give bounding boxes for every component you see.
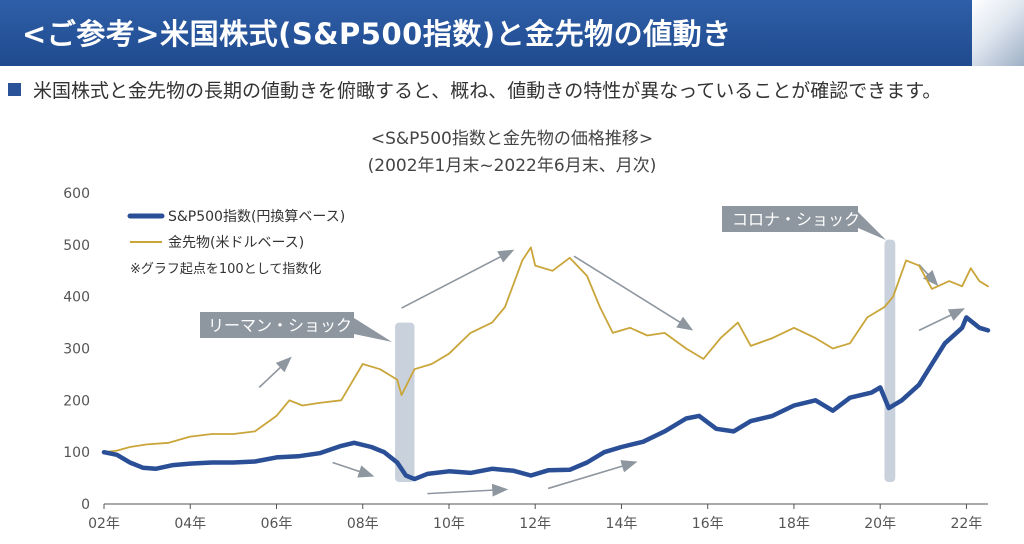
y-tick-label: 0 xyxy=(81,497,90,513)
annotation-arrow xyxy=(547,460,638,490)
legend-label-gold: 金先物(米ドルベース) xyxy=(168,235,304,251)
x-tick-label: 02年 xyxy=(88,516,120,532)
x-tick-label: 20年 xyxy=(864,516,896,532)
x-tick-label: 10年 xyxy=(433,516,465,532)
shaded-period-0 xyxy=(395,322,415,482)
x-tick-label: 06年 xyxy=(261,516,293,532)
header-bar: <ご参考>米国株式(S&P500指数)と金先物の値動き xyxy=(0,0,1024,66)
chart-title: <S&P500指数と金先物の価格推移> xyxy=(370,129,654,149)
callout-lehman: リーマン・ショック xyxy=(200,312,392,342)
annotation-arrow xyxy=(427,483,509,497)
x-tick-label: 22年 xyxy=(951,516,983,532)
x-tick-label: 18年 xyxy=(778,516,810,532)
page-title: <ご参考>米国株式(S&P500指数)と金先物の値動き xyxy=(22,17,732,51)
lead-text: 米国株式と金先物の長期の値動きを俯瞰すると、概ね、値動きの特性が異なっていること… xyxy=(33,80,942,102)
x-tick-label: 08年 xyxy=(347,516,379,532)
annotation-arrow xyxy=(918,263,939,287)
x-tick-label: 16年 xyxy=(692,516,724,532)
x-tick-label: 04年 xyxy=(174,516,206,532)
legend-label-sp500: S&P500指数(円換算ベース) xyxy=(168,209,345,225)
callout-lehman-label: リーマン・ショック xyxy=(208,316,352,335)
annotation-arrow xyxy=(918,308,966,332)
x-tick-label: 14年 xyxy=(606,516,638,532)
y-tick-label: 300 xyxy=(63,342,90,358)
bullet-square xyxy=(8,83,21,96)
y-tick-label: 400 xyxy=(63,290,90,306)
legend-note: ※グラフ起点を100として指数化 xyxy=(130,262,321,277)
y-tick-label: 200 xyxy=(63,393,90,409)
annotation-arrow xyxy=(258,356,292,388)
series-line-sp500 xyxy=(101,315,991,482)
legend: S&P500指数(円換算ベース) 金先物(米ドルベース) ※グラフ起点を100と… xyxy=(127,209,345,277)
series-line-gold xyxy=(103,246,989,454)
x-tick-label: 12年 xyxy=(519,516,551,532)
callout-covid-label: コロナ・ショック xyxy=(732,210,860,229)
chart-subtitle: (2002年1月末~2022年6月末、月次) xyxy=(367,156,657,176)
y-tick-label: 100 xyxy=(63,445,90,461)
annotation-arrow xyxy=(332,461,375,478)
shaded-period-1 xyxy=(884,239,896,482)
y-tick-label: 600 xyxy=(63,186,90,202)
callout-covid: コロナ・ショック xyxy=(722,206,886,240)
annotation-arrow xyxy=(573,255,694,331)
y-tick-label: 500 xyxy=(63,238,90,254)
header-decoration xyxy=(972,0,1024,66)
annotation-arrow xyxy=(401,249,515,309)
